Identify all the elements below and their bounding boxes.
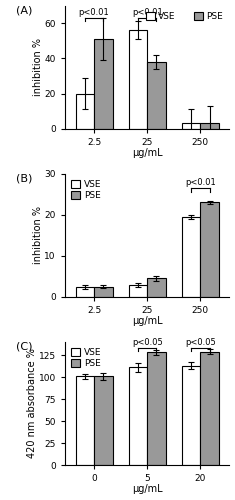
Bar	[75, 287, 94, 297]
Bar	[94, 39, 113, 128]
Bar	[94, 286, 113, 297]
Legend: VSE, PSE: VSE, PSE	[144, 10, 225, 23]
Legend: VSE, PSE: VSE, PSE	[69, 178, 103, 202]
Y-axis label: 420 nm absorbance %: 420 nm absorbance %	[27, 348, 37, 459]
Bar	[75, 94, 94, 128]
Text: p<0.05: p<0.05	[185, 338, 216, 347]
Text: (C): (C)	[16, 342, 32, 352]
Text: (A): (A)	[16, 6, 32, 16]
Text: p<0.01: p<0.01	[132, 8, 163, 16]
Bar	[147, 62, 166, 128]
Bar	[147, 352, 166, 465]
Bar	[200, 352, 219, 465]
Text: p<0.01: p<0.01	[79, 8, 110, 16]
X-axis label: μg/mL: μg/mL	[132, 484, 162, 494]
Bar	[200, 202, 219, 297]
Bar	[129, 284, 147, 297]
Bar	[75, 376, 94, 465]
Bar	[147, 278, 166, 297]
Y-axis label: inhibition %: inhibition %	[33, 38, 43, 96]
Text: (B): (B)	[16, 174, 32, 184]
Y-axis label: inhibition %: inhibition %	[33, 206, 43, 264]
Text: p<0.05: p<0.05	[132, 338, 163, 347]
Bar	[129, 30, 147, 128]
Bar	[182, 366, 200, 465]
Legend: VSE, PSE: VSE, PSE	[69, 346, 103, 370]
Bar	[182, 217, 200, 297]
Bar	[200, 124, 219, 128]
Bar	[94, 376, 113, 465]
X-axis label: μg/mL: μg/mL	[132, 316, 162, 326]
Text: p<0.01: p<0.01	[185, 178, 216, 188]
X-axis label: μg/mL: μg/mL	[132, 148, 162, 158]
Bar	[129, 368, 147, 465]
Bar	[182, 124, 200, 128]
